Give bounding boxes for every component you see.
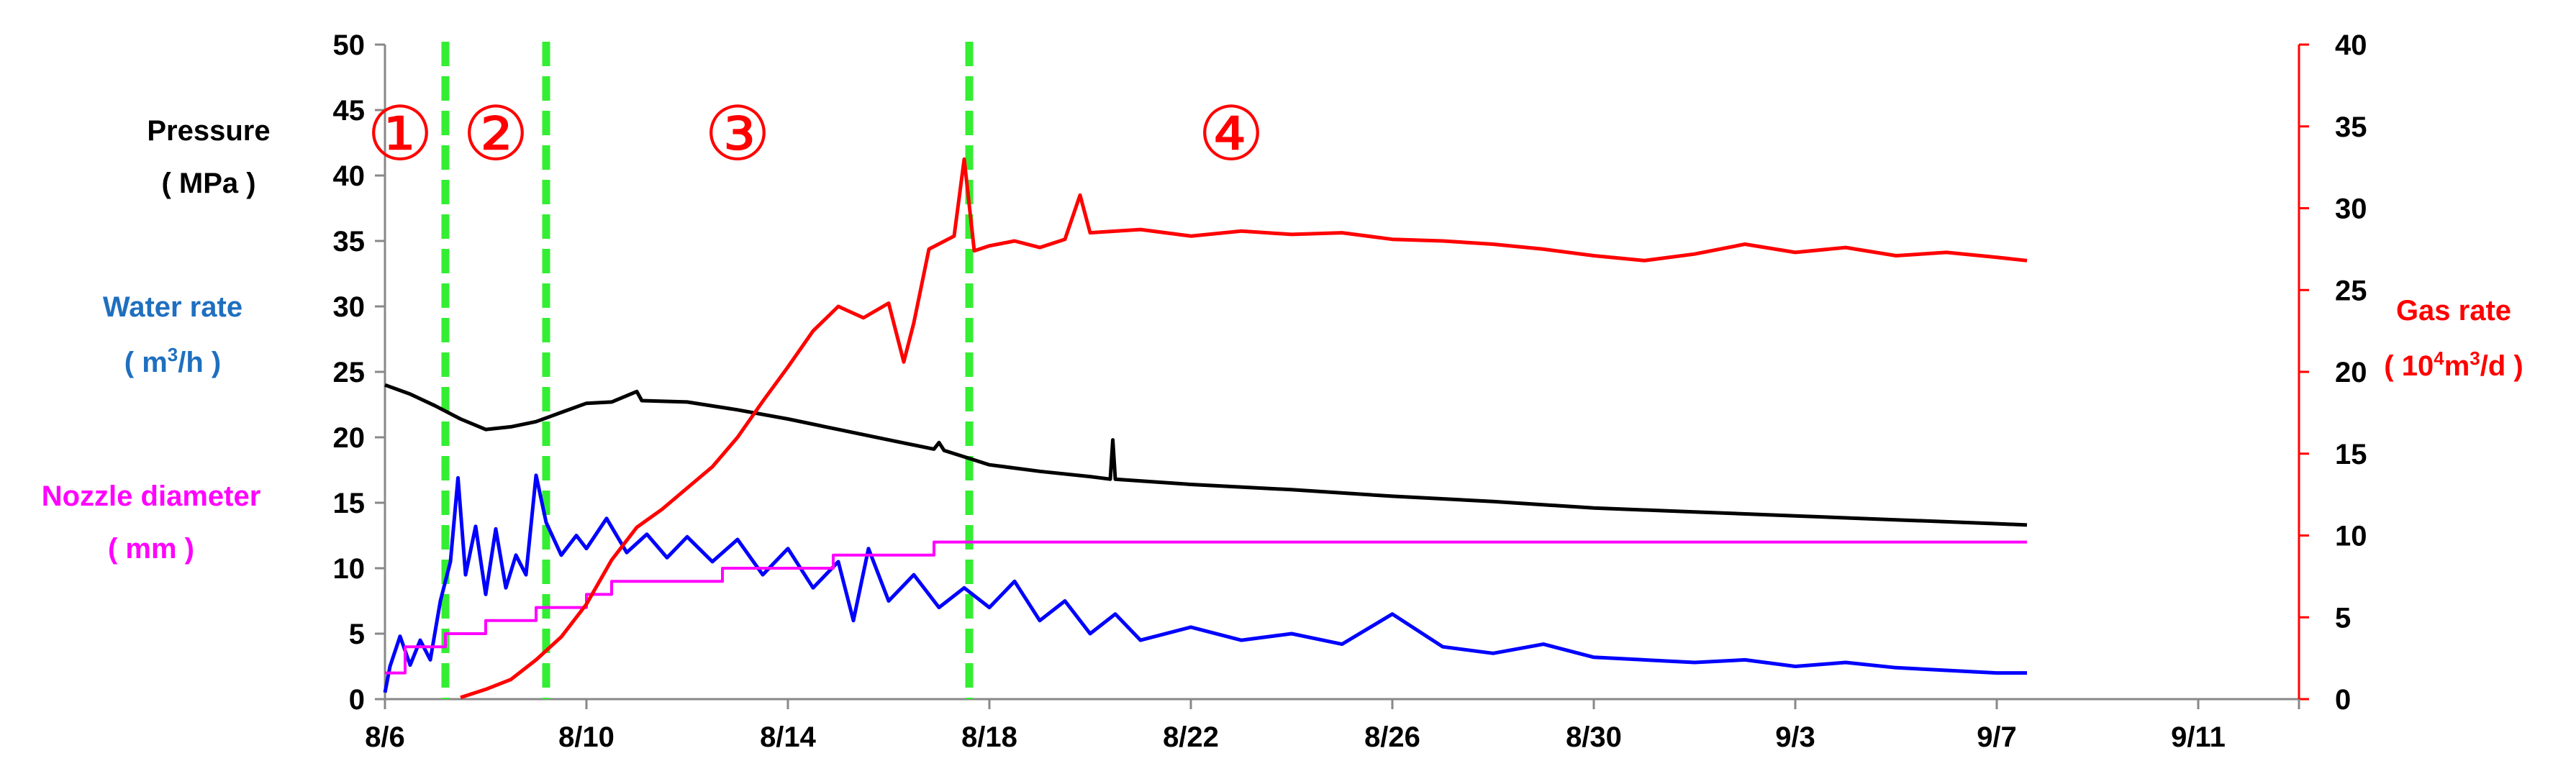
nozzle-diameter-series-line [385, 540, 2027, 675]
right-tick-label: 5 [2335, 602, 2351, 634]
right-tick-label: 40 [2335, 29, 2367, 61]
left-tick-label: 10 [333, 553, 366, 585]
gas-rate-label: Gas rate [2395, 295, 2512, 327]
x-tick-label: 8/30 [1566, 721, 1622, 753]
right-tick-label: 35 [2335, 111, 2367, 143]
pressure-axis-title: Pressure ( MPa ) [101, 115, 317, 200]
x-tick-label: 8/6 [365, 721, 405, 753]
right-tick-label: 10 [2335, 521, 2367, 552]
left-tick-label: 0 [349, 684, 365, 716]
x-tick-label: 9/3 [1775, 721, 1815, 753]
nozzle-unit: ( mm ) [108, 533, 194, 565]
right-tick-label: 20 [2335, 357, 2367, 388]
water-rate-series-line [383, 473, 2027, 693]
nozzle-label: Nozzle diameter [41, 480, 261, 512]
left-tick-label: 15 [333, 488, 366, 519]
left-tick-label: 5 [349, 619, 365, 650]
left-tick-label: 50 [333, 29, 366, 61]
x-tick-label: 8/18 [961, 721, 1017, 753]
left-tick-label: 40 [333, 160, 366, 192]
chart-series [383, 157, 2028, 700]
x-tick-label: 9/7 [1977, 721, 2017, 753]
pressure-unit: ( MPa ) [161, 168, 256, 199]
gas-rate-series-line [460, 157, 2028, 700]
pressure-series-line [384, 383, 2028, 527]
x-tick-label: 8/26 [1364, 721, 1420, 753]
water-rate-axis-title: Water rate ( m3/h ) [29, 291, 317, 379]
right-tick-label: 25 [2335, 275, 2367, 306]
left-tick-label: 35 [333, 226, 366, 257]
x-tick-label: 8/10 [558, 721, 614, 753]
phase-label: ③ [704, 90, 771, 178]
phase-label: ② [462, 90, 529, 178]
left-tick-label: 25 [333, 357, 366, 388]
chart-axes: 0 5 10 15 20 25 30 35 40 45 50 0 5 10 15 20 25 30 35 40 8/6 8… [333, 29, 2367, 753]
gas-rate-axis-title: Gas rate ( 104m3/d ) [2331, 295, 2576, 383]
x-tick-label: 8/22 [1163, 721, 1219, 753]
phase-label: ① [366, 90, 433, 178]
gas-rate-unit: ( 104m3/d ) [2384, 347, 2523, 382]
left-tick-label: 20 [333, 422, 366, 454]
left-tick-label: 45 [333, 95, 366, 127]
right-tick-label: 15 [2335, 439, 2367, 470]
nozzle-axis-title: Nozzle diameter ( mm ) [0, 480, 302, 565]
pressure-label: Pressure [147, 115, 271, 147]
right-tick-label: 0 [2335, 684, 2351, 716]
water-rate-label: Water rate [102, 291, 243, 323]
right-tick-label: 30 [2335, 193, 2367, 225]
phase-markers [441, 42, 974, 699]
x-tick-label: 9/11 [2171, 721, 2226, 753]
x-tick-label: 8/14 [760, 721, 817, 753]
water-rate-unit: ( m3/h ) [124, 344, 222, 378]
left-tick-label: 30 [333, 291, 366, 323]
phase-label: ④ [1197, 90, 1264, 178]
